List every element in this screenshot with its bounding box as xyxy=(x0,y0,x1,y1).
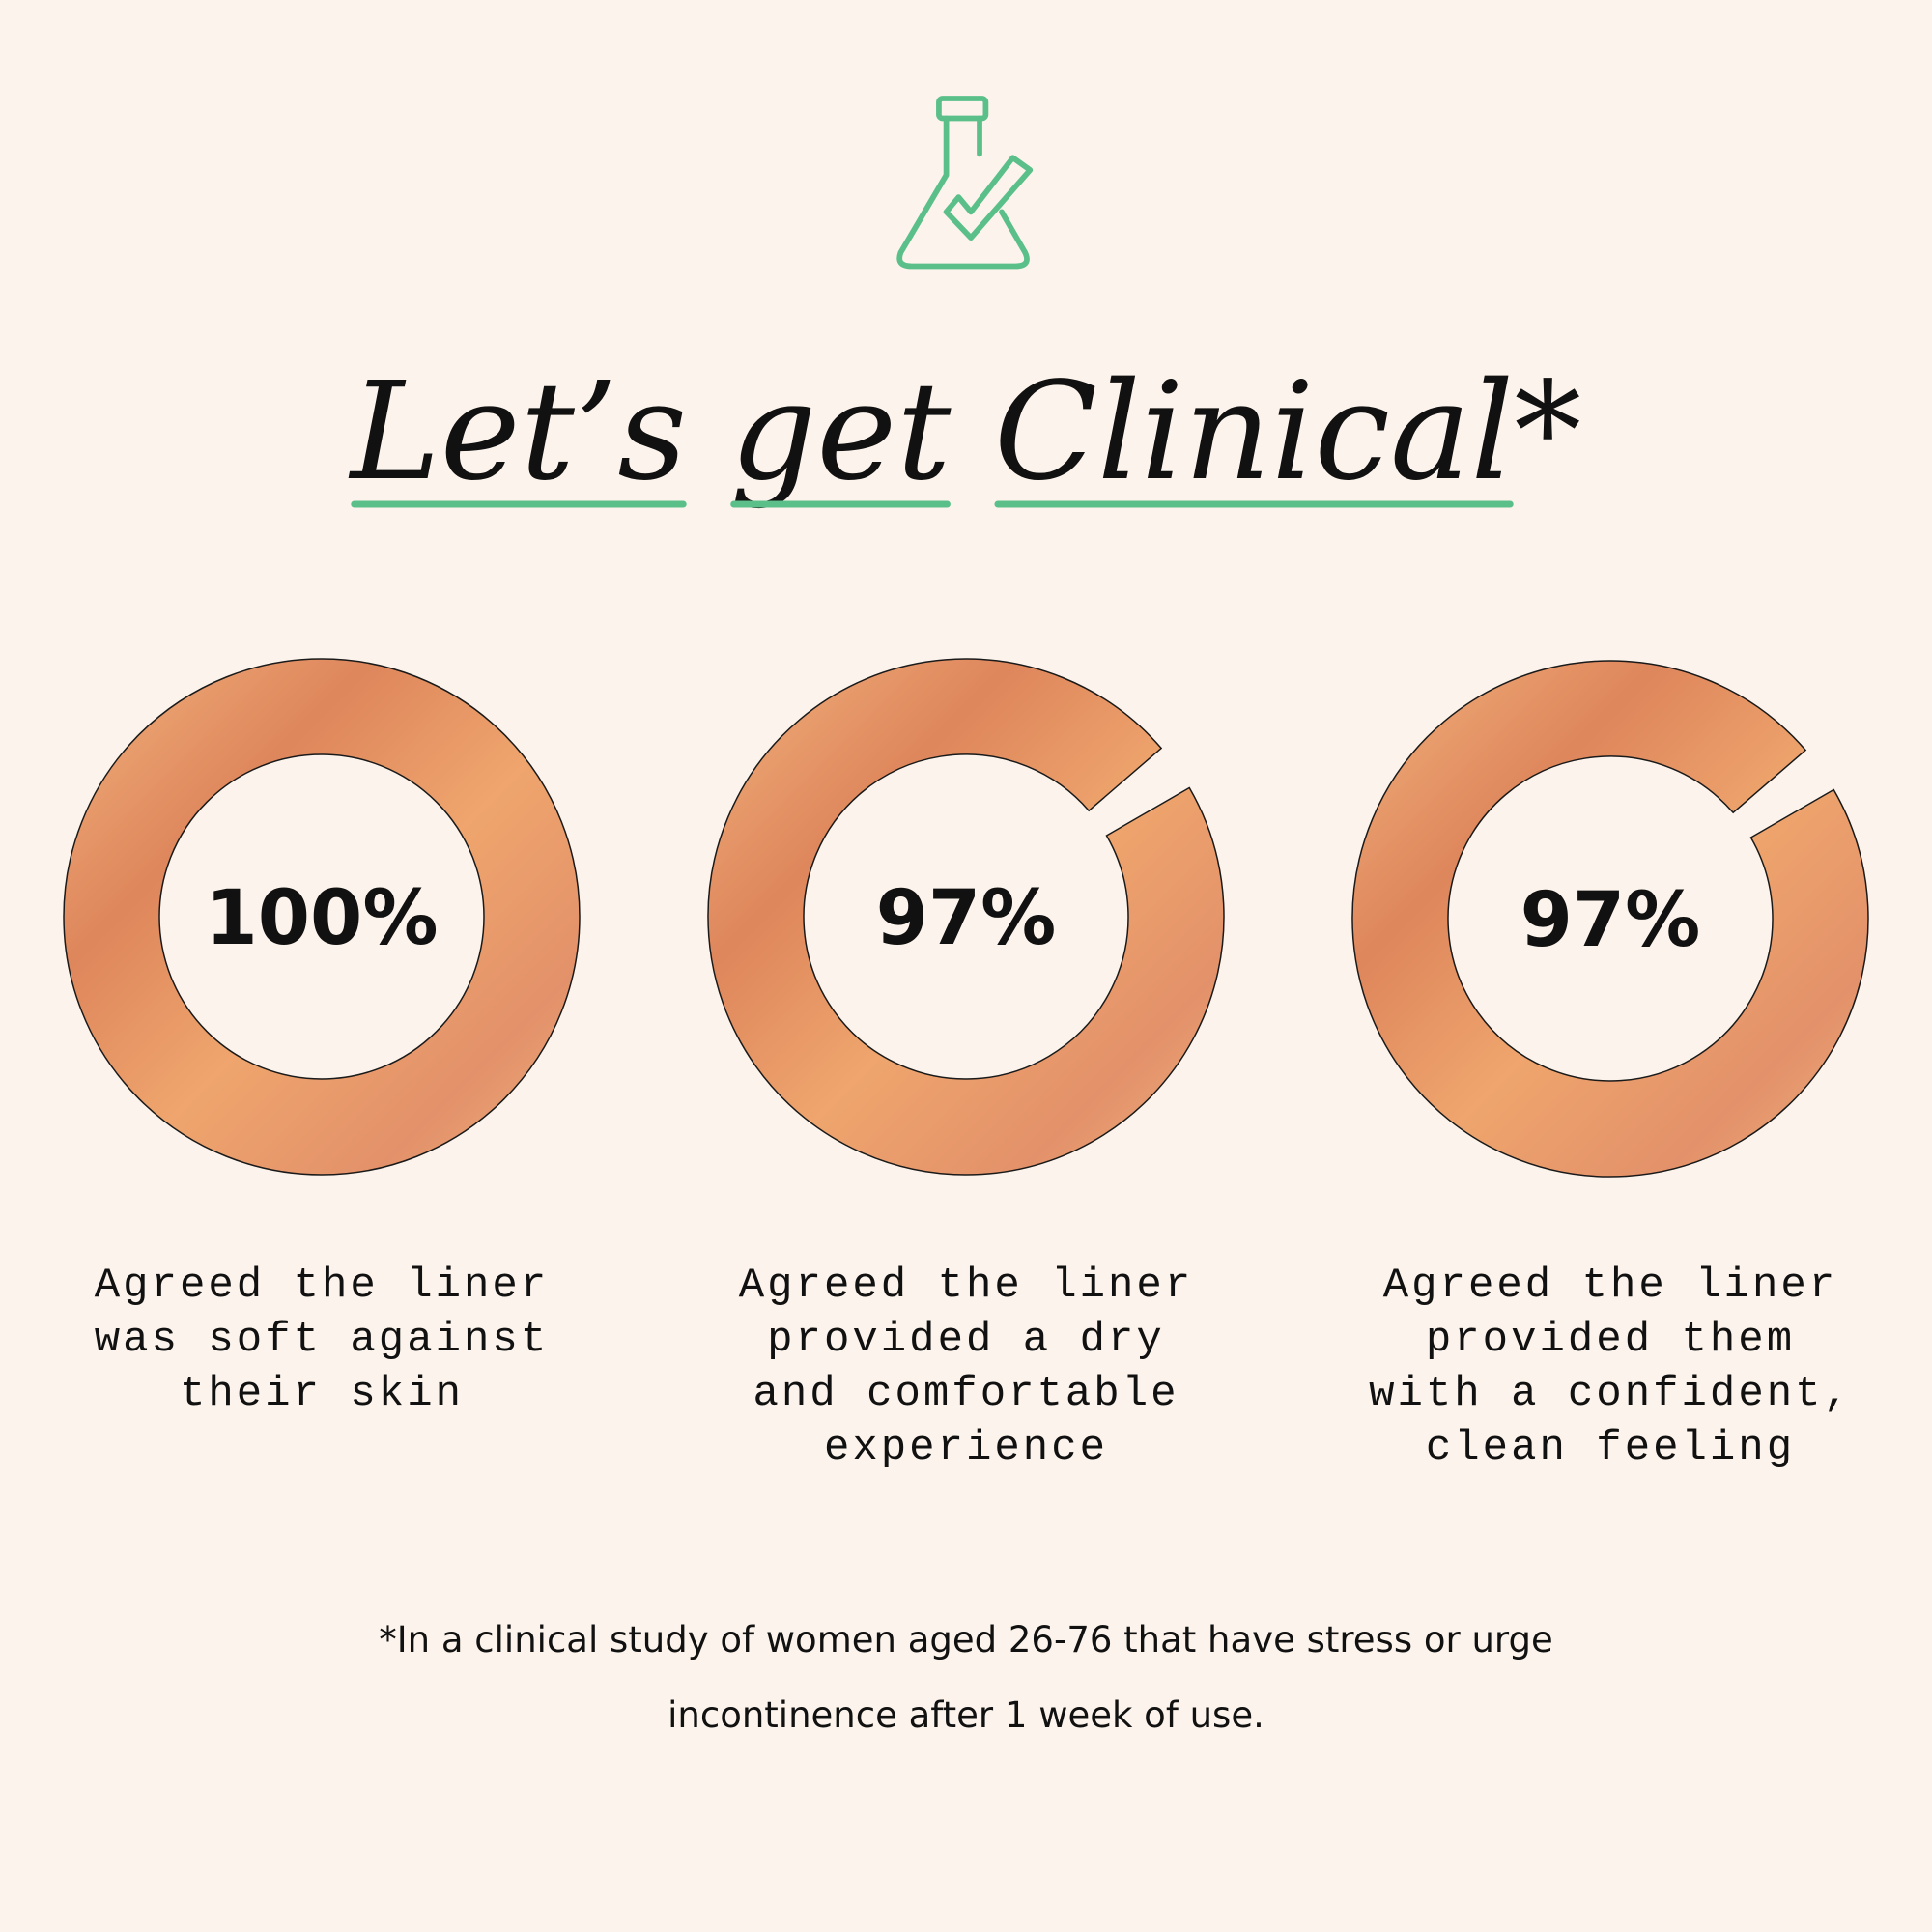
value-label: 97% xyxy=(876,875,1057,962)
caption-line: with a confident, xyxy=(1369,1370,1852,1418)
caption-line: provided a dry xyxy=(767,1316,1165,1364)
caption-line: clean feeling xyxy=(1426,1424,1795,1472)
donut-segment xyxy=(707,658,1225,1176)
caption-line: Agreed the liner xyxy=(739,1262,1193,1310)
caption-line: experience xyxy=(824,1424,1108,1472)
caption-line: and comfortable xyxy=(753,1370,1179,1418)
flask-icon xyxy=(896,96,1034,270)
caption-line: Agreed the liner xyxy=(1383,1262,1837,1310)
footnote-line: incontinence after 1 week of use. xyxy=(668,1694,1264,1736)
caption-line: their skin xyxy=(180,1370,464,1418)
value-label: 100% xyxy=(206,875,439,962)
footnote-line: *In a clinical study of women aged 26-76… xyxy=(379,1619,1553,1661)
donut-segment xyxy=(63,658,581,1176)
caption-line: was soft against xyxy=(95,1316,549,1364)
value-label: 97% xyxy=(1520,877,1701,964)
caption-line: Agreed the liner xyxy=(95,1262,549,1310)
donut-segment xyxy=(1351,660,1869,1178)
caption-line: provided them xyxy=(1426,1316,1795,1364)
title: Let’s get Clinical* xyxy=(348,354,1581,511)
